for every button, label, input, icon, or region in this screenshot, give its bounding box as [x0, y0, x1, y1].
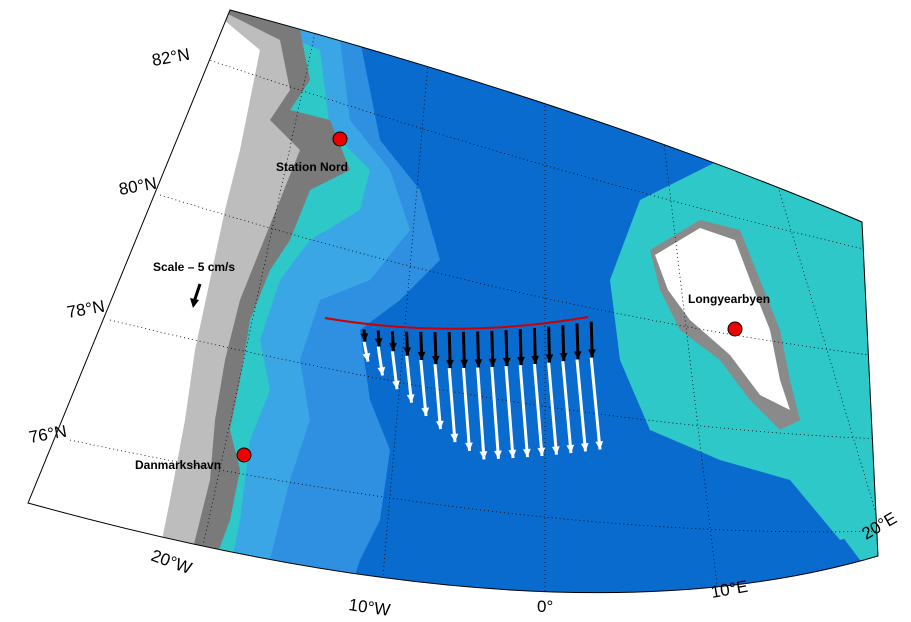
white-vector-head	[435, 420, 444, 430]
graticule	[769, 159, 878, 561]
lon-label: 0°	[537, 597, 553, 616]
white-vector	[476, 367, 486, 460]
black-vector-head	[559, 352, 568, 362]
graticule	[109, 319, 878, 441]
white-vector	[433, 363, 442, 430]
black-vector-head	[588, 349, 596, 358]
white-vector	[547, 362, 558, 455]
white-vector	[575, 359, 587, 452]
black-vector-head	[488, 358, 497, 367]
black-vector-head	[545, 354, 554, 363]
white-vector-head	[595, 441, 604, 450]
black-vector-head	[374, 338, 383, 347]
black-vector-head	[389, 342, 397, 352]
black-vector-head	[502, 357, 511, 367]
white-vector	[419, 359, 428, 417]
black-vector-head	[460, 359, 469, 368]
place-label: Station Nord	[276, 160, 348, 174]
place-marker	[332, 131, 348, 147]
shelf-east	[830, 360, 878, 560]
black-vector-head	[517, 356, 525, 366]
white-vector-head	[421, 407, 430, 416]
white-vector-head	[522, 448, 531, 458]
place-label: Longyearbyen	[688, 292, 770, 306]
white-vector	[532, 363, 544, 457]
white-vector-head	[551, 446, 560, 455]
scale-arrow	[192, 283, 202, 303]
white-vector-head	[392, 380, 400, 390]
lon-label: 10°W	[347, 595, 391, 620]
lat-label: 82°N	[150, 45, 191, 70]
white-vector-head	[580, 443, 589, 452]
place-marker	[236, 447, 252, 463]
white-vector	[447, 367, 457, 443]
white-vector-head	[465, 442, 473, 451]
white-vector-head	[362, 352, 371, 362]
white-vector-head	[479, 451, 488, 460]
scale-arrowhead	[190, 298, 199, 308]
scale-label: Scale – 5 cm/s	[153, 260, 235, 274]
black-vector-head	[360, 333, 369, 342]
map-frame	[27, 9, 879, 594]
lat-label: 78°N	[65, 297, 106, 322]
lat-label: 80°N	[117, 174, 158, 199]
lon-label: 20°W	[149, 546, 195, 578]
white-vector-head	[377, 366, 386, 376]
black-vector-head	[403, 347, 412, 356]
black-vector-head	[431, 355, 440, 365]
black-vector-head	[531, 355, 540, 364]
svalbard-land	[655, 228, 790, 410]
white-vector-head	[450, 433, 459, 443]
white-vector	[461, 367, 471, 451]
white-vector	[490, 366, 500, 459]
black-vector-head	[474, 359, 483, 368]
white-vector-head	[537, 447, 546, 456]
white-vector-head	[494, 450, 502, 459]
white-vector	[518, 364, 529, 458]
place-label: Danmarkshavn	[135, 458, 221, 472]
current-vectors	[324, 316, 604, 460]
white-vector-head	[406, 394, 415, 403]
section-line	[324, 316, 589, 330]
black-vector-head	[446, 359, 454, 369]
white-vector	[589, 357, 602, 450]
black-vector-head	[573, 351, 582, 360]
white-vector	[561, 360, 573, 454]
graticule	[379, 39, 431, 593]
white-vector	[504, 365, 515, 459]
white-vector-head	[508, 449, 517, 459]
black-vector-head	[417, 351, 426, 360]
place-marker	[727, 321, 743, 337]
white-vector-head	[566, 444, 575, 454]
